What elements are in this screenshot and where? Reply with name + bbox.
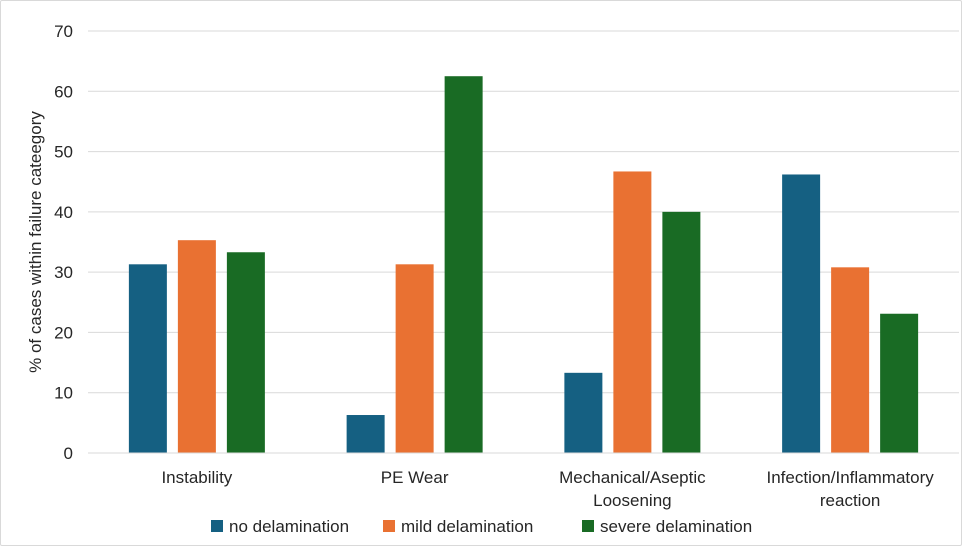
y-axis-ticks: 0 10 20 30 40 50 60 70 [54, 22, 73, 463]
y-tick-label: 20 [54, 323, 73, 342]
legend-label: severe delamination [600, 517, 752, 536]
y-tick-label: 70 [54, 22, 73, 41]
bars [128, 76, 919, 454]
bar-severe-delamination-2 [662, 211, 701, 453]
x-category-label: Instability [161, 468, 232, 487]
x-category-label: Loosening [593, 491, 671, 510]
bar-no-delamination-1 [346, 415, 385, 453]
bar-no-delamination-0 [128, 264, 167, 453]
y-tick-label: 0 [64, 444, 73, 463]
legend-label: no delamination [229, 517, 349, 536]
legend-label: mild delamination [401, 517, 533, 536]
legend: no delamination mild delamination severe d… [211, 517, 752, 536]
legend-swatch [582, 520, 594, 532]
bar-no-delamination-3 [782, 174, 821, 454]
bar-mild-delamination-1 [395, 264, 434, 453]
bar-mild-delamination-2 [613, 171, 652, 454]
legend-swatch [211, 520, 223, 532]
y-tick-label: 10 [54, 384, 73, 403]
y-tick-label: 60 [54, 82, 73, 101]
bar-severe-delamination-1 [444, 76, 483, 453]
legend-swatch [383, 520, 395, 532]
bar-severe-delamination-0 [226, 252, 265, 453]
y-tick-label: 40 [54, 203, 73, 222]
bar-mild-delamination-0 [177, 240, 216, 453]
x-axis-categories: Instability PE Wear Mechanical/Aseptic Loos… [161, 468, 934, 510]
x-category-label: reaction [820, 491, 880, 510]
bar-no-delamination-2 [564, 372, 603, 453]
y-axis-label: % of cases within failure cateegory [26, 111, 45, 373]
y-tick-label: 30 [54, 263, 73, 282]
bar-severe-delamination-3 [880, 313, 919, 453]
bar-mild-delamination-3 [831, 267, 870, 453]
y-tick-label: 50 [54, 143, 73, 162]
gridlines [88, 30, 959, 394]
x-category-label: Mechanical/Aseptic [559, 468, 706, 487]
x-category-label: Infection/Inflammatory [767, 468, 935, 487]
x-category-label: PE Wear [381, 468, 449, 487]
